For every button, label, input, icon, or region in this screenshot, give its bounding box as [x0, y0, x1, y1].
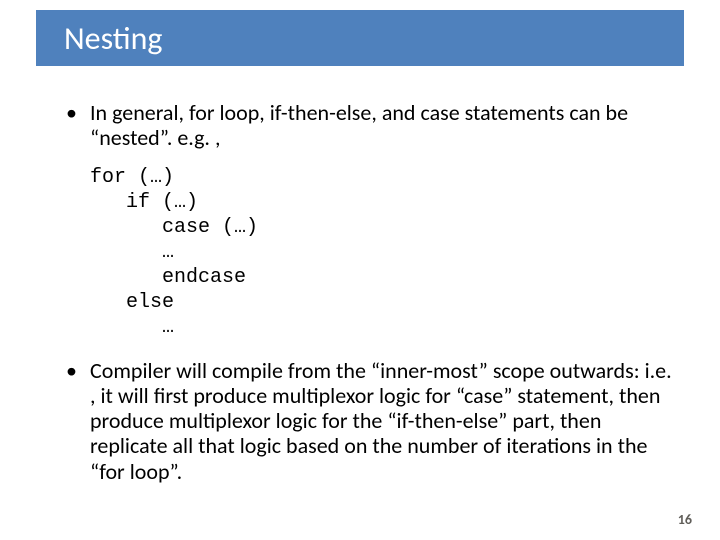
- code-line: else: [90, 291, 174, 314]
- code-line: …: [90, 316, 174, 339]
- slide-body: In general, for loop, if-then-else, and …: [60, 100, 672, 498]
- slide: Nesting In general, for loop, if-then-el…: [0, 0, 720, 540]
- code-line: case (…): [90, 216, 258, 239]
- list-item: Compiler will compile from the “inner-mo…: [60, 358, 672, 484]
- code-line: endcase: [90, 266, 246, 289]
- slide-title: Nesting: [64, 19, 162, 58]
- bullet-list: Compiler will compile from the “inner-mo…: [60, 358, 672, 484]
- code-line: …: [90, 241, 174, 264]
- list-item: In general, for loop, if-then-else, and …: [60, 100, 672, 151]
- bullet-list: In general, for loop, if-then-else, and …: [60, 100, 672, 151]
- page-number: 16: [678, 511, 692, 528]
- title-bar: Nesting: [36, 10, 684, 66]
- code-line: for (…): [90, 166, 174, 189]
- code-line: if (…): [90, 191, 198, 214]
- code-block: for (…) if (…) case (…) … endcase else …: [90, 165, 672, 340]
